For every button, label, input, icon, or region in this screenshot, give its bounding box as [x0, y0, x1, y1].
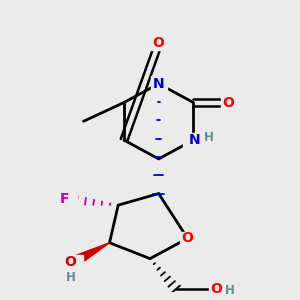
Bar — [221, 96, 235, 109]
Text: H: H — [204, 131, 214, 144]
Polygon shape — [69, 243, 110, 268]
Text: H: H — [66, 271, 75, 284]
Text: O: O — [182, 231, 194, 245]
Text: O: O — [222, 95, 234, 110]
Text: N: N — [153, 77, 164, 91]
Text: O: O — [153, 36, 165, 50]
Text: O: O — [211, 282, 222, 296]
Text: F: F — [60, 192, 70, 206]
Text: N: N — [189, 133, 201, 147]
Bar — [152, 37, 166, 50]
Bar — [151, 76, 166, 91]
Text: O: O — [64, 254, 76, 268]
Bar — [180, 232, 195, 245]
Bar — [208, 283, 224, 296]
Bar — [183, 133, 203, 147]
Bar — [61, 193, 77, 206]
Bar — [61, 255, 83, 271]
Text: H: H — [225, 284, 234, 297]
